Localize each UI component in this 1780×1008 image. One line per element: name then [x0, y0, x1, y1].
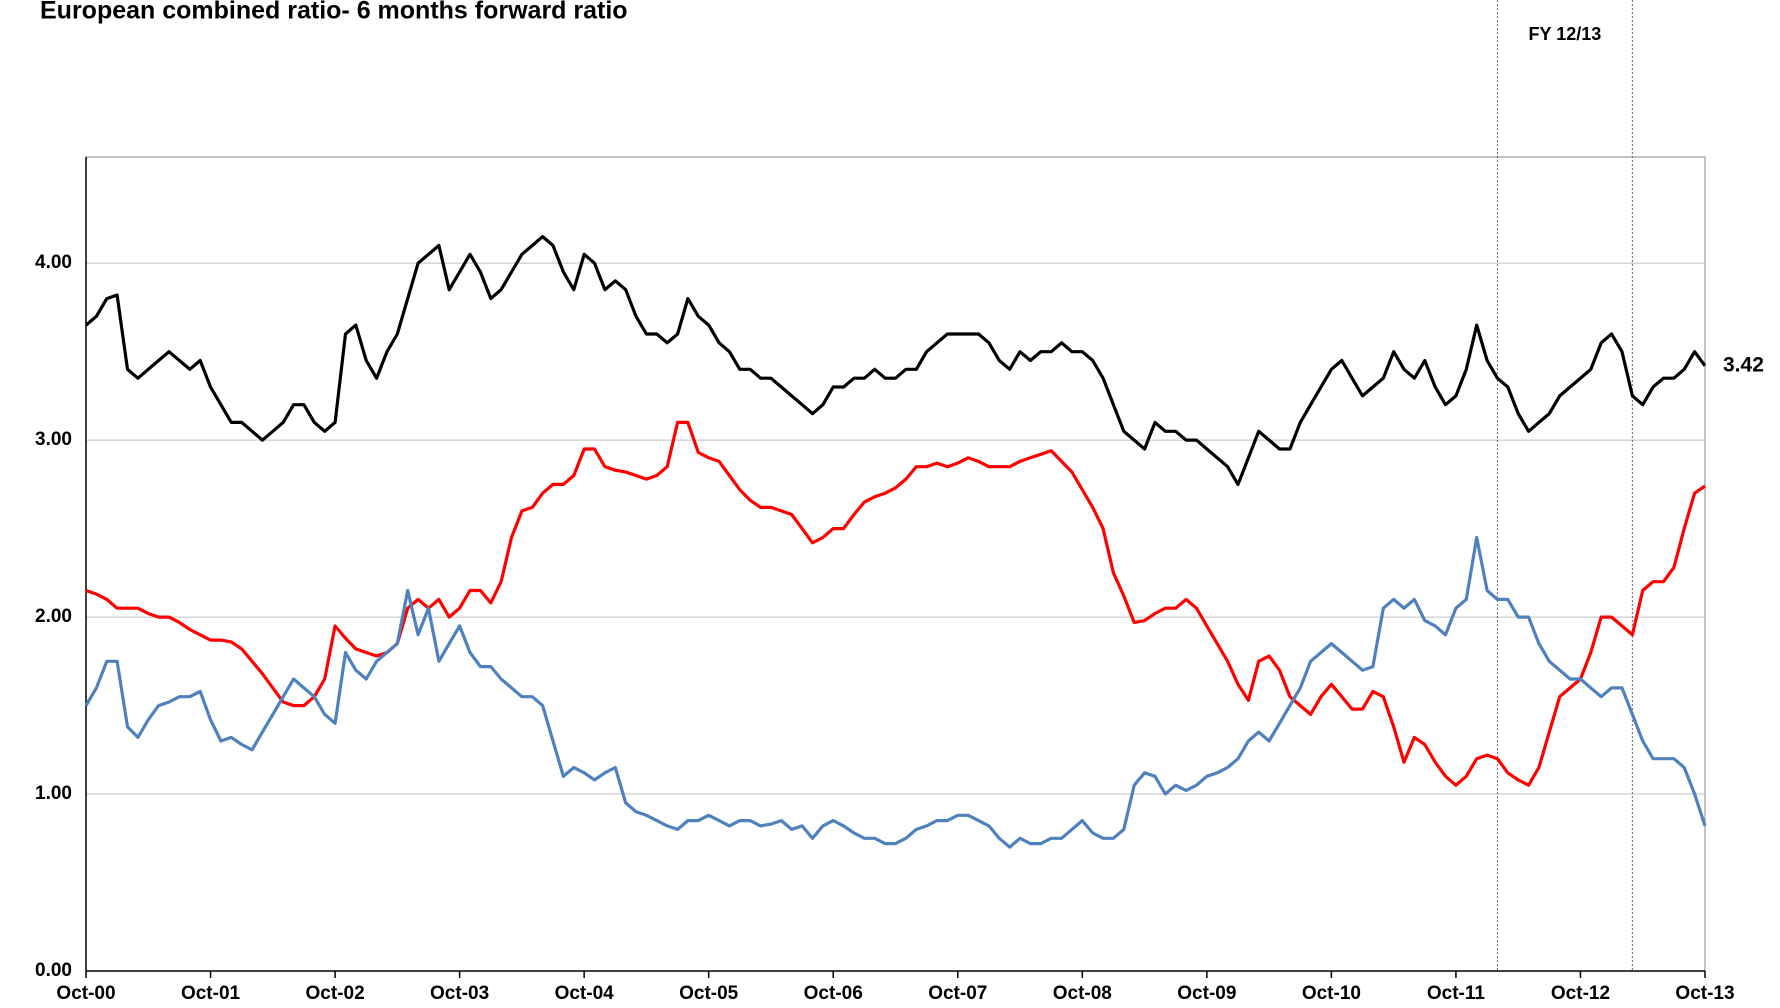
end-label: 3.42: [1723, 353, 1764, 376]
y-tick-label: 2.00: [35, 606, 72, 627]
x-tick-label: Oct-12: [1551, 983, 1610, 1004]
y-tick-label: 0.00: [35, 960, 72, 981]
x-tick-label: Oct-06: [804, 983, 863, 1004]
x-tick-label: Oct-04: [555, 983, 615, 1004]
plot-frame: [85, 156, 1706, 972]
x-tick-label: Oct-00: [56, 983, 115, 1004]
x-tick-label: Oct-08: [1053, 983, 1112, 1004]
x-tick-label: Oct-10: [1302, 983, 1361, 1004]
y-tick-label: 1.00: [35, 783, 72, 804]
y-tick-label: 3.00: [35, 429, 72, 450]
span-label: FY 12/13: [1529, 24, 1602, 44]
series-line: [84, 535, 1707, 849]
x-tick-label: Oct-09: [1177, 983, 1236, 1004]
x-tick-label: Oct-05: [679, 983, 739, 1004]
y-tick-label: 4.00: [35, 252, 72, 273]
x-tick-label: Oct-13: [1675, 983, 1734, 1004]
series-line: [84, 235, 1707, 486]
x-tick-label: Oct-11: [1427, 983, 1486, 1004]
x-tick-label: Oct-02: [306, 983, 365, 1004]
x-tick-label: Oct-01: [181, 983, 241, 1004]
x-tick-label: Oct-07: [928, 983, 987, 1004]
series-line: [85, 420, 1706, 787]
chart-title: European combined ratio- 6 months forwar…: [40, 0, 628, 25]
x-tick-label: Oct-03: [430, 983, 489, 1004]
